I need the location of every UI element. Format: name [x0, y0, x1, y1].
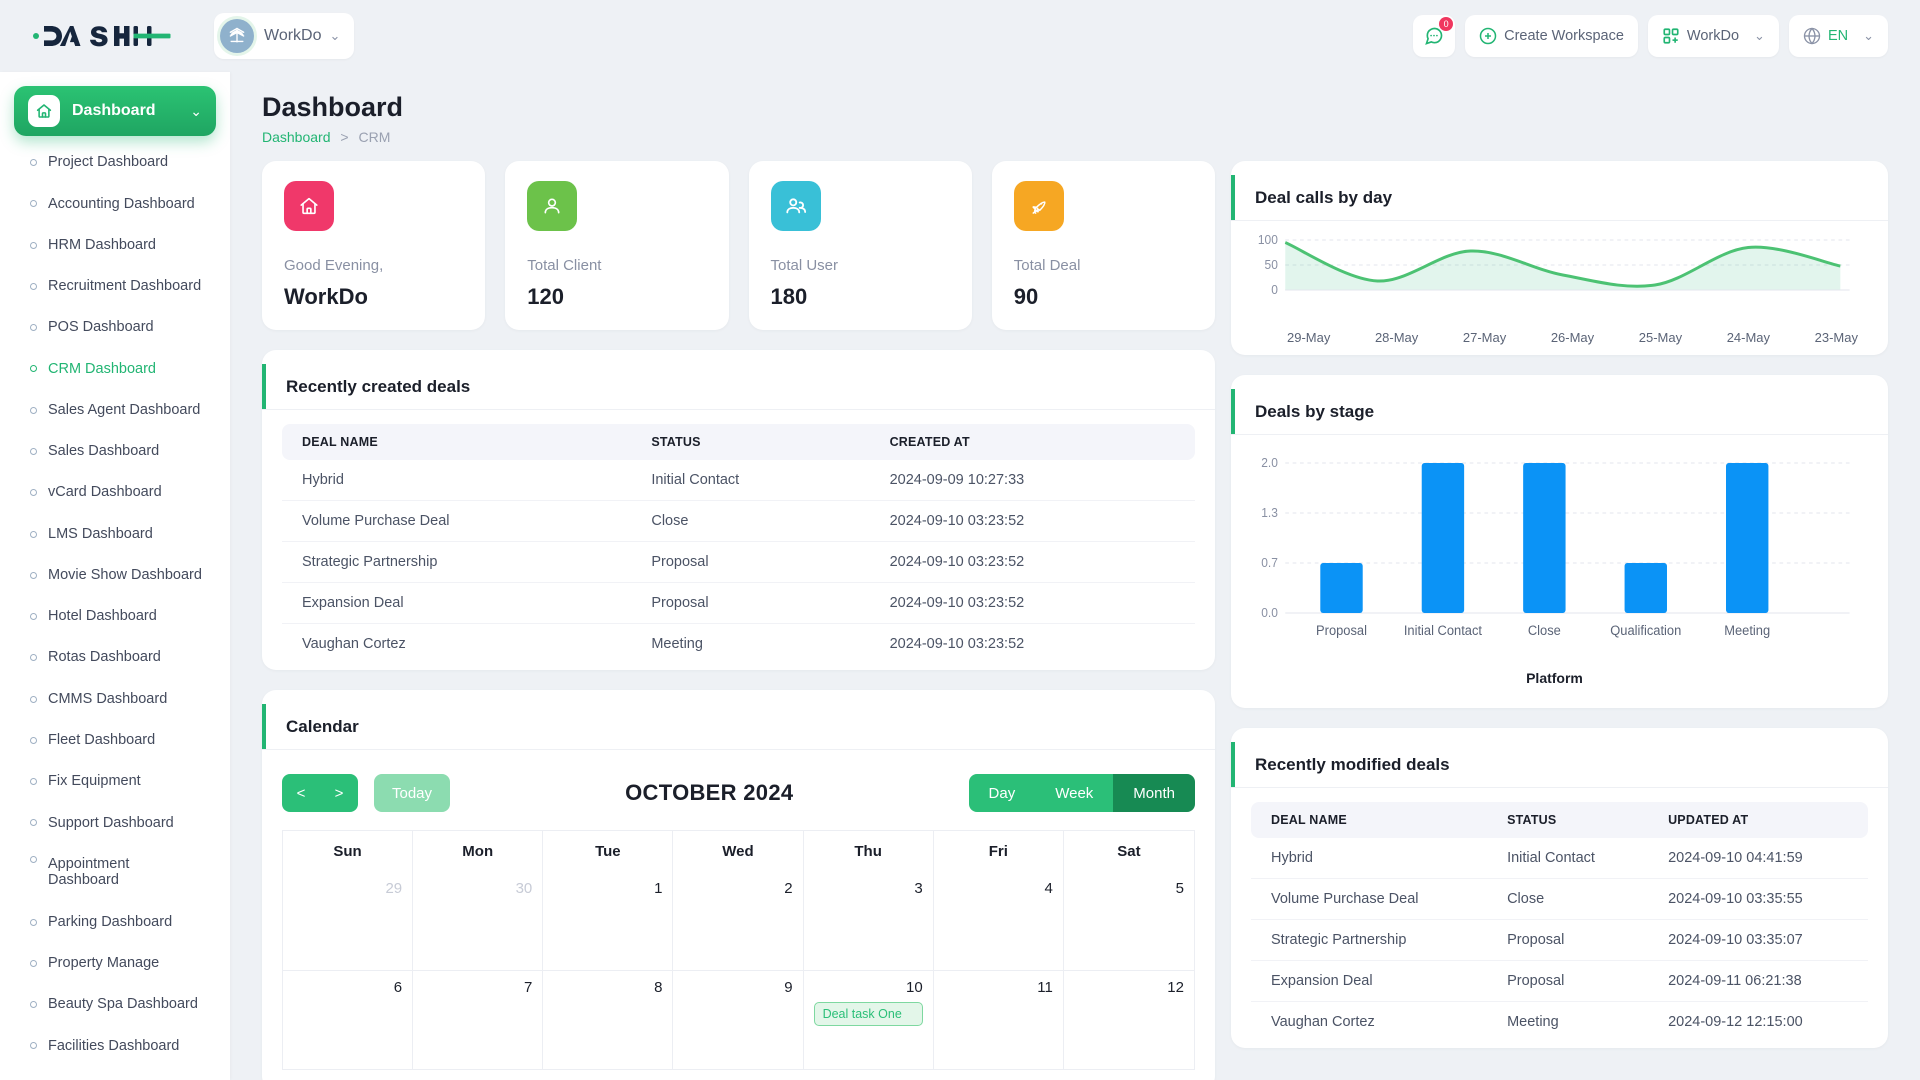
svg-text:2.0: 2.0: [1261, 456, 1278, 471]
svg-text:Meeting: Meeting: [1724, 623, 1770, 639]
svg-text:Close: Close: [1528, 623, 1561, 639]
svg-text:Initial Contact: Initial Contact: [1404, 623, 1482, 639]
svg-text:100: 100: [1258, 233, 1278, 248]
svg-text:50: 50: [1265, 258, 1278, 273]
svg-text:0: 0: [1271, 283, 1278, 298]
svg-text:0.0: 0.0: [1261, 606, 1278, 621]
svg-text:1.3: 1.3: [1261, 506, 1278, 521]
svg-text:Qualification: Qualification: [1610, 623, 1681, 639]
svg-text:Proposal: Proposal: [1316, 623, 1367, 639]
svg-text:0.7: 0.7: [1261, 556, 1278, 571]
